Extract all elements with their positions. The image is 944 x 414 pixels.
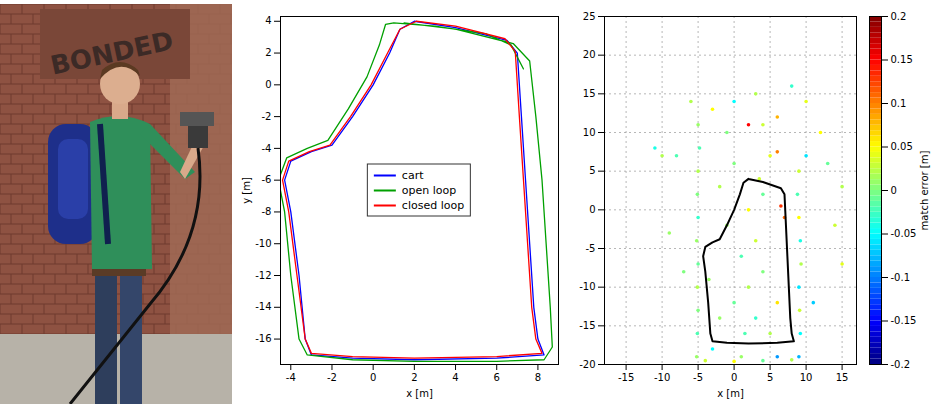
- svg-text:0: 0: [265, 79, 271, 90]
- svg-text:-0.2: -0.2: [891, 359, 911, 370]
- svg-text:-10: -10: [654, 372, 670, 383]
- svg-text:match error [m]: match error [m]: [919, 151, 930, 231]
- svg-text:0.2: 0.2: [891, 11, 907, 22]
- svg-text:4: 4: [265, 15, 271, 26]
- svg-text:4: 4: [452, 372, 458, 383]
- html-text:open loop: open loop: [401, 183, 457, 197]
- svg-text:10: 10: [583, 127, 596, 138]
- svg-text:0: 0: [589, 204, 595, 215]
- svg-text:-15: -15: [579, 320, 595, 331]
- svg-text:-4: -4: [286, 372, 296, 383]
- svg-text:0.1: 0.1: [891, 98, 907, 109]
- svg-text:-2: -2: [327, 372, 337, 383]
- svg-text:-10: -10: [579, 281, 595, 292]
- svg-text:-16: -16: [255, 333, 271, 344]
- svg-text:0.15: 0.15: [891, 54, 913, 65]
- svg-text:0: 0: [370, 372, 376, 383]
- svg-text:-0.1: -0.1: [891, 272, 911, 283]
- svg-text:25: 25: [583, 11, 596, 22]
- svg-text:-5: -5: [693, 372, 703, 383]
- svg-text:6: 6: [494, 372, 500, 383]
- svg-text:15: 15: [583, 88, 596, 99]
- svg-text:-12: -12: [255, 270, 271, 281]
- svg-text:5: 5: [589, 165, 595, 176]
- svg-text:-4: -4: [262, 143, 272, 154]
- svg-text:5: 5: [767, 372, 773, 383]
- svg-text:8: 8: [535, 372, 541, 383]
- svg-text:-15: -15: [618, 372, 634, 383]
- svg-text:-5: -5: [586, 243, 596, 254]
- svg-text:20: 20: [583, 49, 596, 60]
- svg-text:15: 15: [836, 372, 849, 383]
- svg-text:0: 0: [891, 185, 897, 196]
- svg-text:0: 0: [731, 372, 737, 383]
- svg-text:-8: -8: [262, 206, 272, 217]
- svg-text:x [m]: x [m]: [406, 388, 433, 399]
- svg-text:-14: -14: [255, 301, 271, 312]
- html-text:cart: cart: [401, 168, 424, 182]
- svg-text:-0.05: -0.05: [891, 228, 917, 239]
- svg-text:2: 2: [265, 47, 271, 58]
- svg-text:-10: -10: [255, 238, 271, 249]
- svg-text:x [m]: x [m]: [717, 388, 744, 399]
- svg-text:0.05: 0.05: [891, 141, 913, 152]
- svg-text:-2: -2: [262, 111, 272, 122]
- svg-text:y [m]: y [m]: [241, 177, 252, 204]
- svg-text:BONDED: BONDED: [47, 25, 176, 81]
- svg-text:-0.15: -0.15: [891, 315, 917, 326]
- svg-text:10: 10: [800, 372, 813, 383]
- svg-text:2: 2: [411, 372, 417, 383]
- svg-text:-20: -20: [579, 359, 595, 370]
- html-text:closed loop: closed loop: [401, 198, 465, 212]
- svg-text:-6: -6: [262, 174, 272, 185]
